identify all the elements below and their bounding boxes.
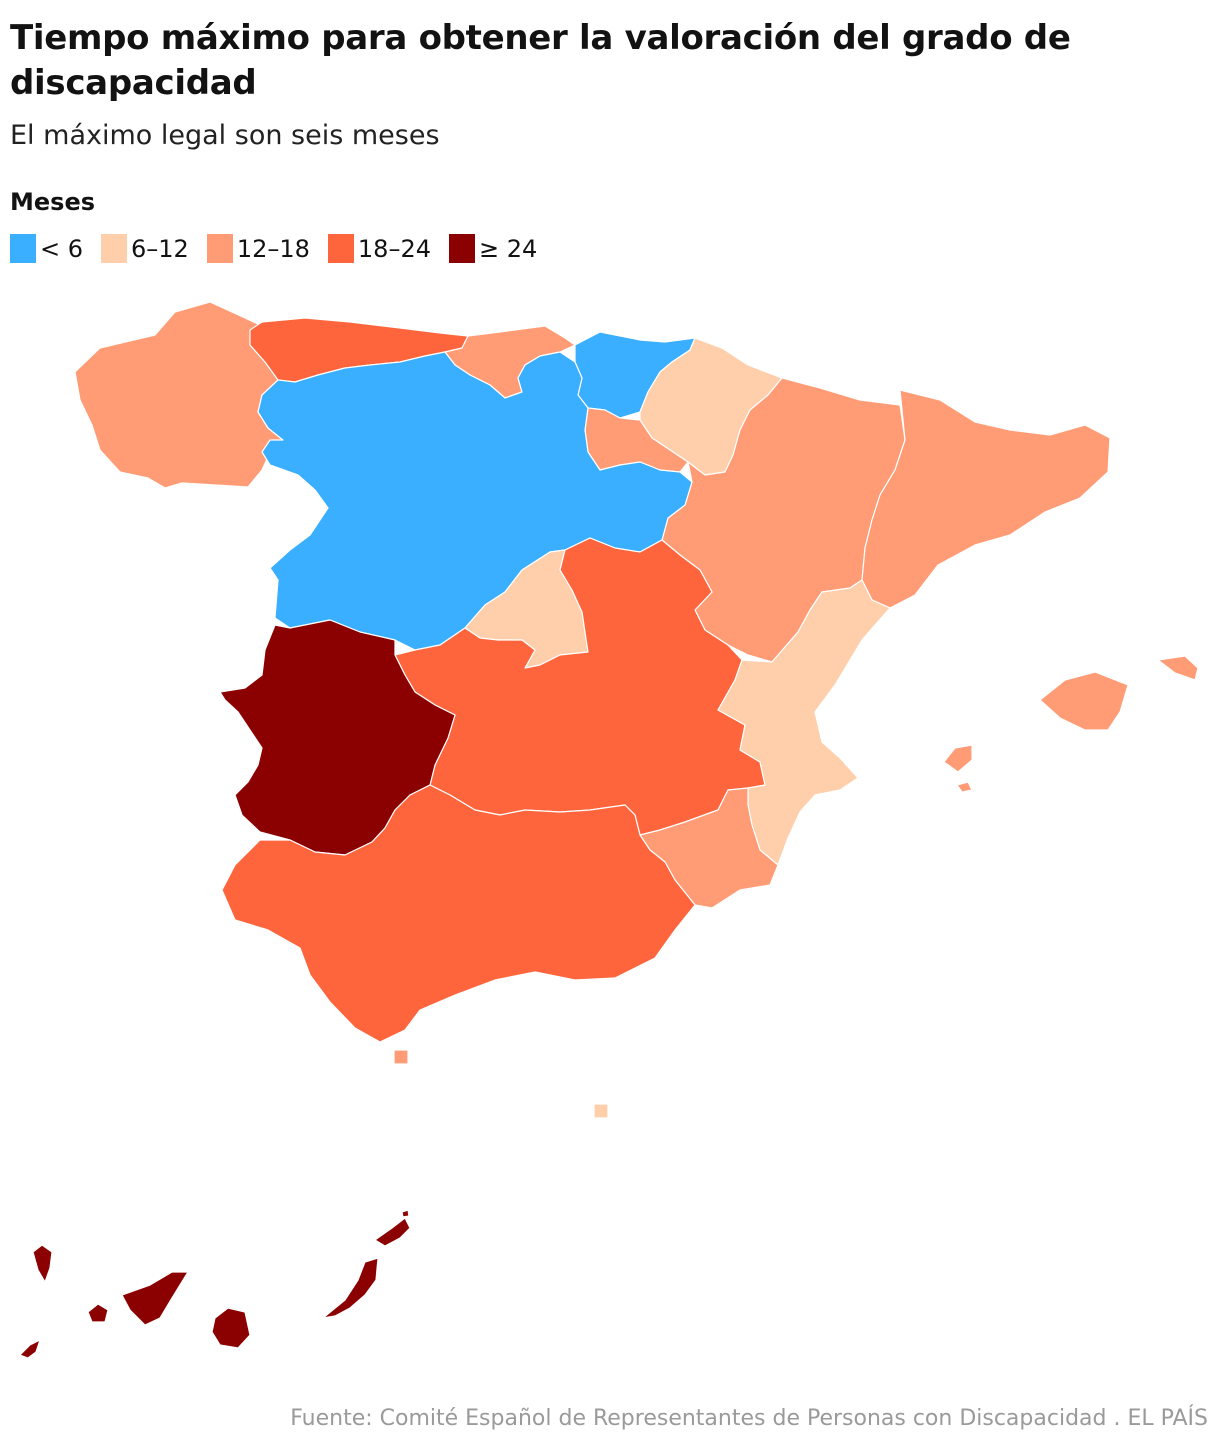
region-cataluna[interactable] (861, 389, 1111, 609)
region-comunidad-valenciana[interactable] (717, 579, 891, 866)
region-el-hierro[interactable] (19, 1339, 41, 1359)
legend-swatch (448, 234, 475, 263)
region-ceuta[interactable] (393, 1049, 409, 1065)
brand-label: EL PAÍS (1127, 1406, 1208, 1431)
legend-label: < 6 (40, 234, 84, 263)
legend-title: Meses (10, 188, 96, 216)
legend-label: 18–24 (357, 234, 431, 263)
legend-label: ≥ 24 (478, 234, 538, 263)
spain-choropleth-map (19, 301, 1199, 1359)
region-la-gomera[interactable] (87, 1303, 109, 1323)
source-note: Fuente: Comité Español de Representantes… (290, 1406, 1208, 1431)
legend-label: 6–12 (131, 234, 189, 263)
region-gran-canaria[interactable] (211, 1307, 251, 1349)
legend-swatch (10, 234, 36, 263)
region-tenerife[interactable] (121, 1271, 189, 1326)
region-ibiza[interactable] (943, 744, 973, 773)
region-lanzarote[interactable] (374, 1217, 411, 1247)
legend-swatch (327, 234, 354, 263)
legend: < 6 6–12 12–18 18–24 ≥ 24 (10, 234, 555, 263)
region-la-palma[interactable] (32, 1244, 53, 1283)
region-menorca[interactable] (1157, 655, 1199, 681)
region-andalucia[interactable] (221, 784, 696, 1043)
legend-item-12-18: 12–18 (206, 234, 310, 263)
region-mallorca[interactable] (1039, 671, 1129, 731)
region-formentera[interactable] (956, 781, 973, 793)
legend-swatch (206, 234, 233, 263)
region-fuerteventura[interactable] (322, 1257, 379, 1319)
map-subtitle: El máximo legal son seis meses (10, 120, 440, 151)
source-text: Fuente: Comité Español de Representantes… (290, 1406, 1107, 1431)
legend-label: 12–18 (236, 234, 310, 263)
legend-item-6-12: 6–12 (101, 234, 189, 263)
region-melilla[interactable] (593, 1103, 609, 1119)
legend-item-lt6: < 6 (10, 234, 83, 263)
legend-swatch (101, 234, 128, 263)
map-title: Tiempo máximo para obtener la valoración… (10, 18, 1071, 103)
legend-item-18-24: 18–24 (327, 234, 431, 263)
legend-item-gte24: ≥ 24 (448, 234, 538, 263)
region-la-graciosa[interactable] (401, 1209, 410, 1218)
